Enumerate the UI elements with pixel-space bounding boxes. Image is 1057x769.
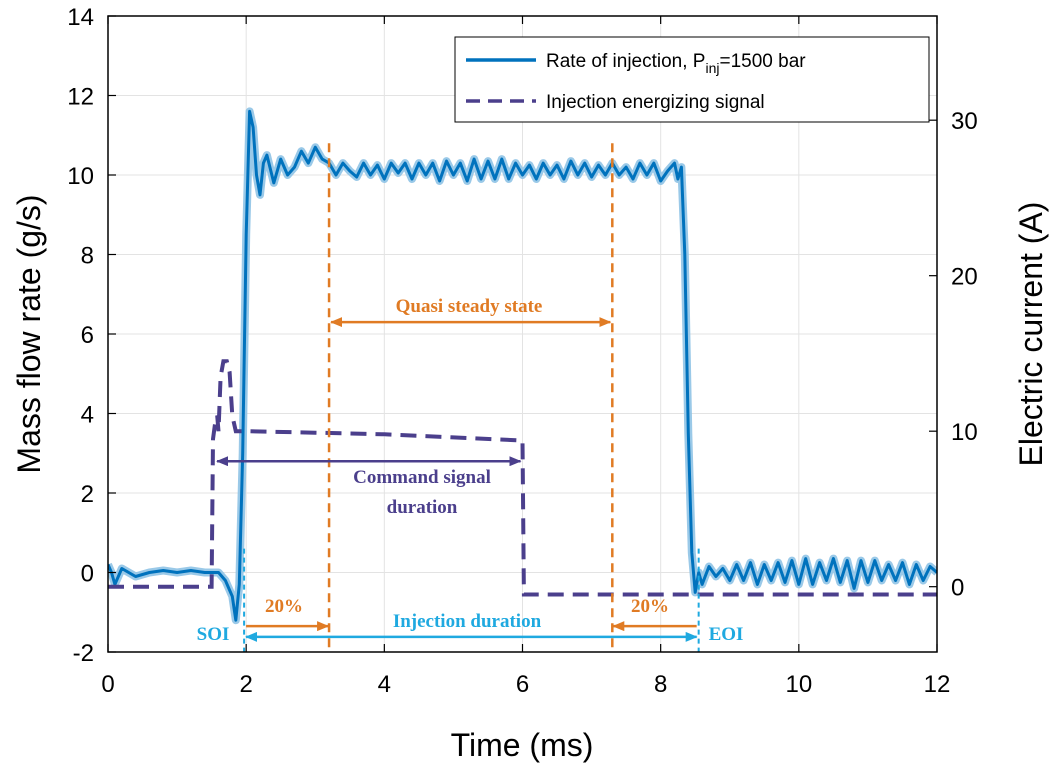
quasi-steady-state-label: Quasi steady state (396, 296, 543, 317)
x-axis-title: Time (ms) (451, 727, 594, 763)
ticks: 0 2 4 6 8 10 12 -2 0 2 4 6 8 10 12 14 0 10 20 30 (67, 4, 977, 698)
x-tick-label: 4 (378, 671, 391, 698)
command-signal-label-1: Command signal (353, 467, 491, 488)
y2-axis-title: Electric current (A) (1013, 202, 1049, 467)
series-rate-of-injection (108, 109, 937, 622)
y2-tick-label: 0 (951, 575, 964, 602)
y-tick-label: 0 (81, 561, 94, 588)
y-tick-label: 12 (67, 84, 94, 111)
y2-tick-label: 30 (951, 108, 978, 135)
legend-rate-label: Rate of injection, Pinj=1500 bar (546, 51, 806, 76)
pct-right-label: 20% (631, 596, 669, 617)
x-tick-label: 12 (924, 671, 951, 698)
eoi-label: EOI (709, 624, 744, 645)
legend-signal-label: Injection energizing signal (546, 92, 765, 113)
legend-box (454, 36, 930, 123)
y-axis-title: Mass flow rate (g/s) (11, 194, 47, 473)
series-layer (108, 107, 937, 625)
command-signal-label-2: duration (387, 497, 458, 518)
legend: Rate of injection, Pinj=1500 bar Injecti… (454, 36, 930, 123)
y2-tick-label: 20 (951, 264, 978, 291)
legend-rate-prefix: Rate of injection, P (546, 51, 705, 72)
legend-rate-sub: inj (705, 60, 719, 76)
annotation-lines (216, 143, 700, 652)
y-tick-label: 14 (67, 4, 94, 31)
x-tick-label: 8 (654, 671, 667, 698)
soi-label: SOI (197, 624, 230, 645)
y-tick-label: 4 (81, 402, 94, 429)
x-tick-label: 0 (101, 671, 114, 698)
y-tick-label: -2 (73, 640, 94, 667)
injection-duration-label: Injection duration (393, 611, 542, 632)
x-tick-label: 6 (516, 671, 529, 698)
legend-rate-suffix: =1500 bar (720, 51, 807, 72)
y-tick-label: 6 (81, 322, 94, 349)
y-tick-label: 2 (81, 481, 94, 508)
x-tick-label: 2 (239, 671, 252, 698)
pct-left-label: 20% (265, 596, 303, 617)
y2-tick-label: 10 (951, 419, 978, 446)
series-energizing-signal (108, 359, 937, 597)
x-tick-label: 10 (785, 671, 812, 698)
y-tick-label: 8 (81, 243, 94, 270)
y-tick-label: 10 (67, 163, 94, 190)
